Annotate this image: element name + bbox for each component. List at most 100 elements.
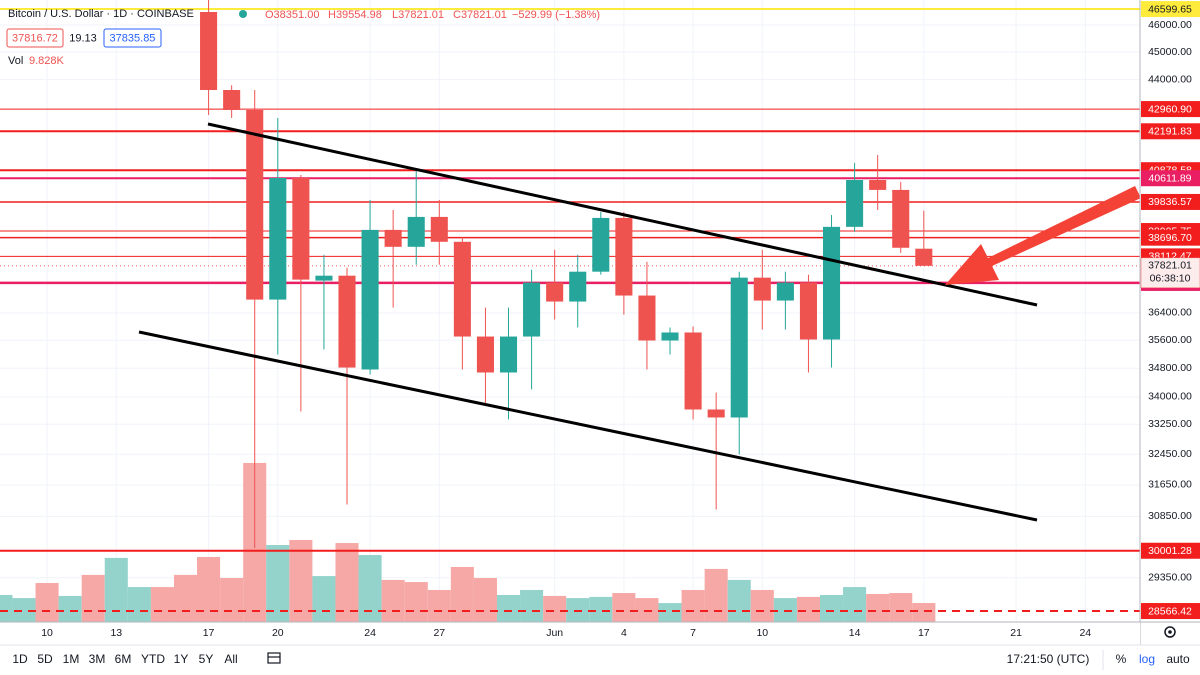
symbol-title: Bitcoin / U.S. Dollar · 1D · COINBASE [8,8,194,20]
settings-icon[interactable] [1164,626,1176,638]
range-button[interactable]: 5Y [199,652,214,666]
last-price-box [1140,257,1200,289]
x-tick-label: 10 [41,627,53,639]
volume-bar [520,589,544,622]
range-button[interactable]: 6M [115,652,132,666]
volume-bar [750,589,774,622]
volume-bar [543,595,567,622]
candle-body [799,282,817,340]
volume-bar [150,587,174,622]
level-price-label: 42960.90 [1148,103,1192,115]
volume-bar [220,577,244,622]
volume-bar [473,577,497,622]
volume-bar [289,539,313,622]
y-tick-label: 46000.00 [1148,19,1192,31]
volume-bar [173,574,198,622]
volume-bar [843,587,867,622]
candle-body [638,295,656,341]
volume-bar [704,568,728,622]
volume-bar [819,594,844,622]
volume-bar [612,593,636,622]
candle-body [730,277,748,418]
range-button[interactable]: 5D [37,652,53,666]
candle-body [915,248,933,266]
volume-bar [912,603,936,622]
bid-box[interactable] [6,28,64,48]
range-button[interactable]: 3M [89,652,106,666]
x-tick-label: 24 [1079,627,1091,639]
y-tick-label: 45000.00 [1148,46,1192,58]
candle-body [892,189,910,248]
candle-body [453,241,471,337]
volume-bar [589,596,613,622]
candle-body [499,336,518,373]
candles [200,0,933,549]
y-tick-label: 31650.00 [1148,479,1192,491]
candle-body [546,282,564,302]
status-dot [239,10,247,18]
x-tick-label: 4 [621,627,627,639]
level-price-label: 30001.28 [1148,545,1192,557]
y-tick-label: 33250.00 [1148,418,1192,430]
level-price-label: 40611.89 [1148,173,1191,185]
levels [0,8,1140,613]
x-tick-label: 14 [849,627,861,639]
volume-bar [0,594,13,622]
candle-body [753,277,771,301]
header: Bitcoin / U.S. Dollar · 1D · COINBASE O3… [6,8,600,67]
level-price-box [1141,101,1200,118]
candle-body [315,275,333,281]
volume-bar [404,582,428,622]
range-button[interactable]: YTD [141,652,165,666]
range-button[interactable]: 1D [12,652,28,666]
ohlc-change: −529.99 (−1.38%) [512,9,600,21]
volume-bar [12,598,36,622]
range-button[interactable]: All [224,652,237,666]
ohlc-close: C37821.01 [453,9,507,21]
volume-bar [81,574,105,622]
axes: 46000.00 45000.00 44000.00 36400.00 35600.00… [0,0,1200,646]
candle-body [407,216,425,247]
y-tick-label: 32450.00 [1148,448,1192,460]
bid: 37816.72 [12,32,58,44]
volume-bar [566,598,590,622]
volume-bar [635,598,659,622]
clock: 17:21:50 (UTC) [1007,652,1090,666]
range-button[interactable]: 1M [63,652,80,666]
candle-body [269,177,287,300]
log-toggle[interactable]: log [1139,652,1155,666]
volume-bar [773,598,797,622]
candle-body [569,271,587,302]
volume-bar [381,579,405,622]
level-price-box [1141,1,1200,18]
candle-body [822,226,841,340]
volume-bar [681,589,705,622]
volume-value: 9.828K [29,55,65,67]
countdown-label: 06:38:10 [1150,273,1191,285]
candle-body [223,90,241,110]
grid [0,0,1140,622]
ask-box[interactable] [103,28,162,48]
y-tick-label: 36400.00 [1148,307,1192,319]
candle-body [684,332,702,410]
volume-bar [197,556,221,622]
ohlc-open: O38351.00 [265,9,319,21]
volume-bar [58,595,82,622]
candle-body [661,332,679,341]
auto-toggle[interactable]: auto [1166,652,1190,666]
level-price-box [1141,193,1200,210]
candle-body [846,179,864,227]
level-price-box [1141,542,1200,559]
level-price-label: 28566.42 [1148,605,1192,617]
y-tick-label: 44000.00 [1148,73,1192,85]
y-tick-label: 29350.00 [1148,572,1192,584]
spread: 19.13 [69,32,97,44]
compare-icon[interactable] [267,652,281,664]
candle-body [707,409,725,418]
volume-bar [866,594,890,622]
range-button[interactable]: 1Y [174,652,189,666]
percent-toggle[interactable]: % [1116,652,1127,666]
trend-line [207,122,1038,307]
x-tick-label: 17 [203,627,215,639]
volume-bar [450,566,474,622]
